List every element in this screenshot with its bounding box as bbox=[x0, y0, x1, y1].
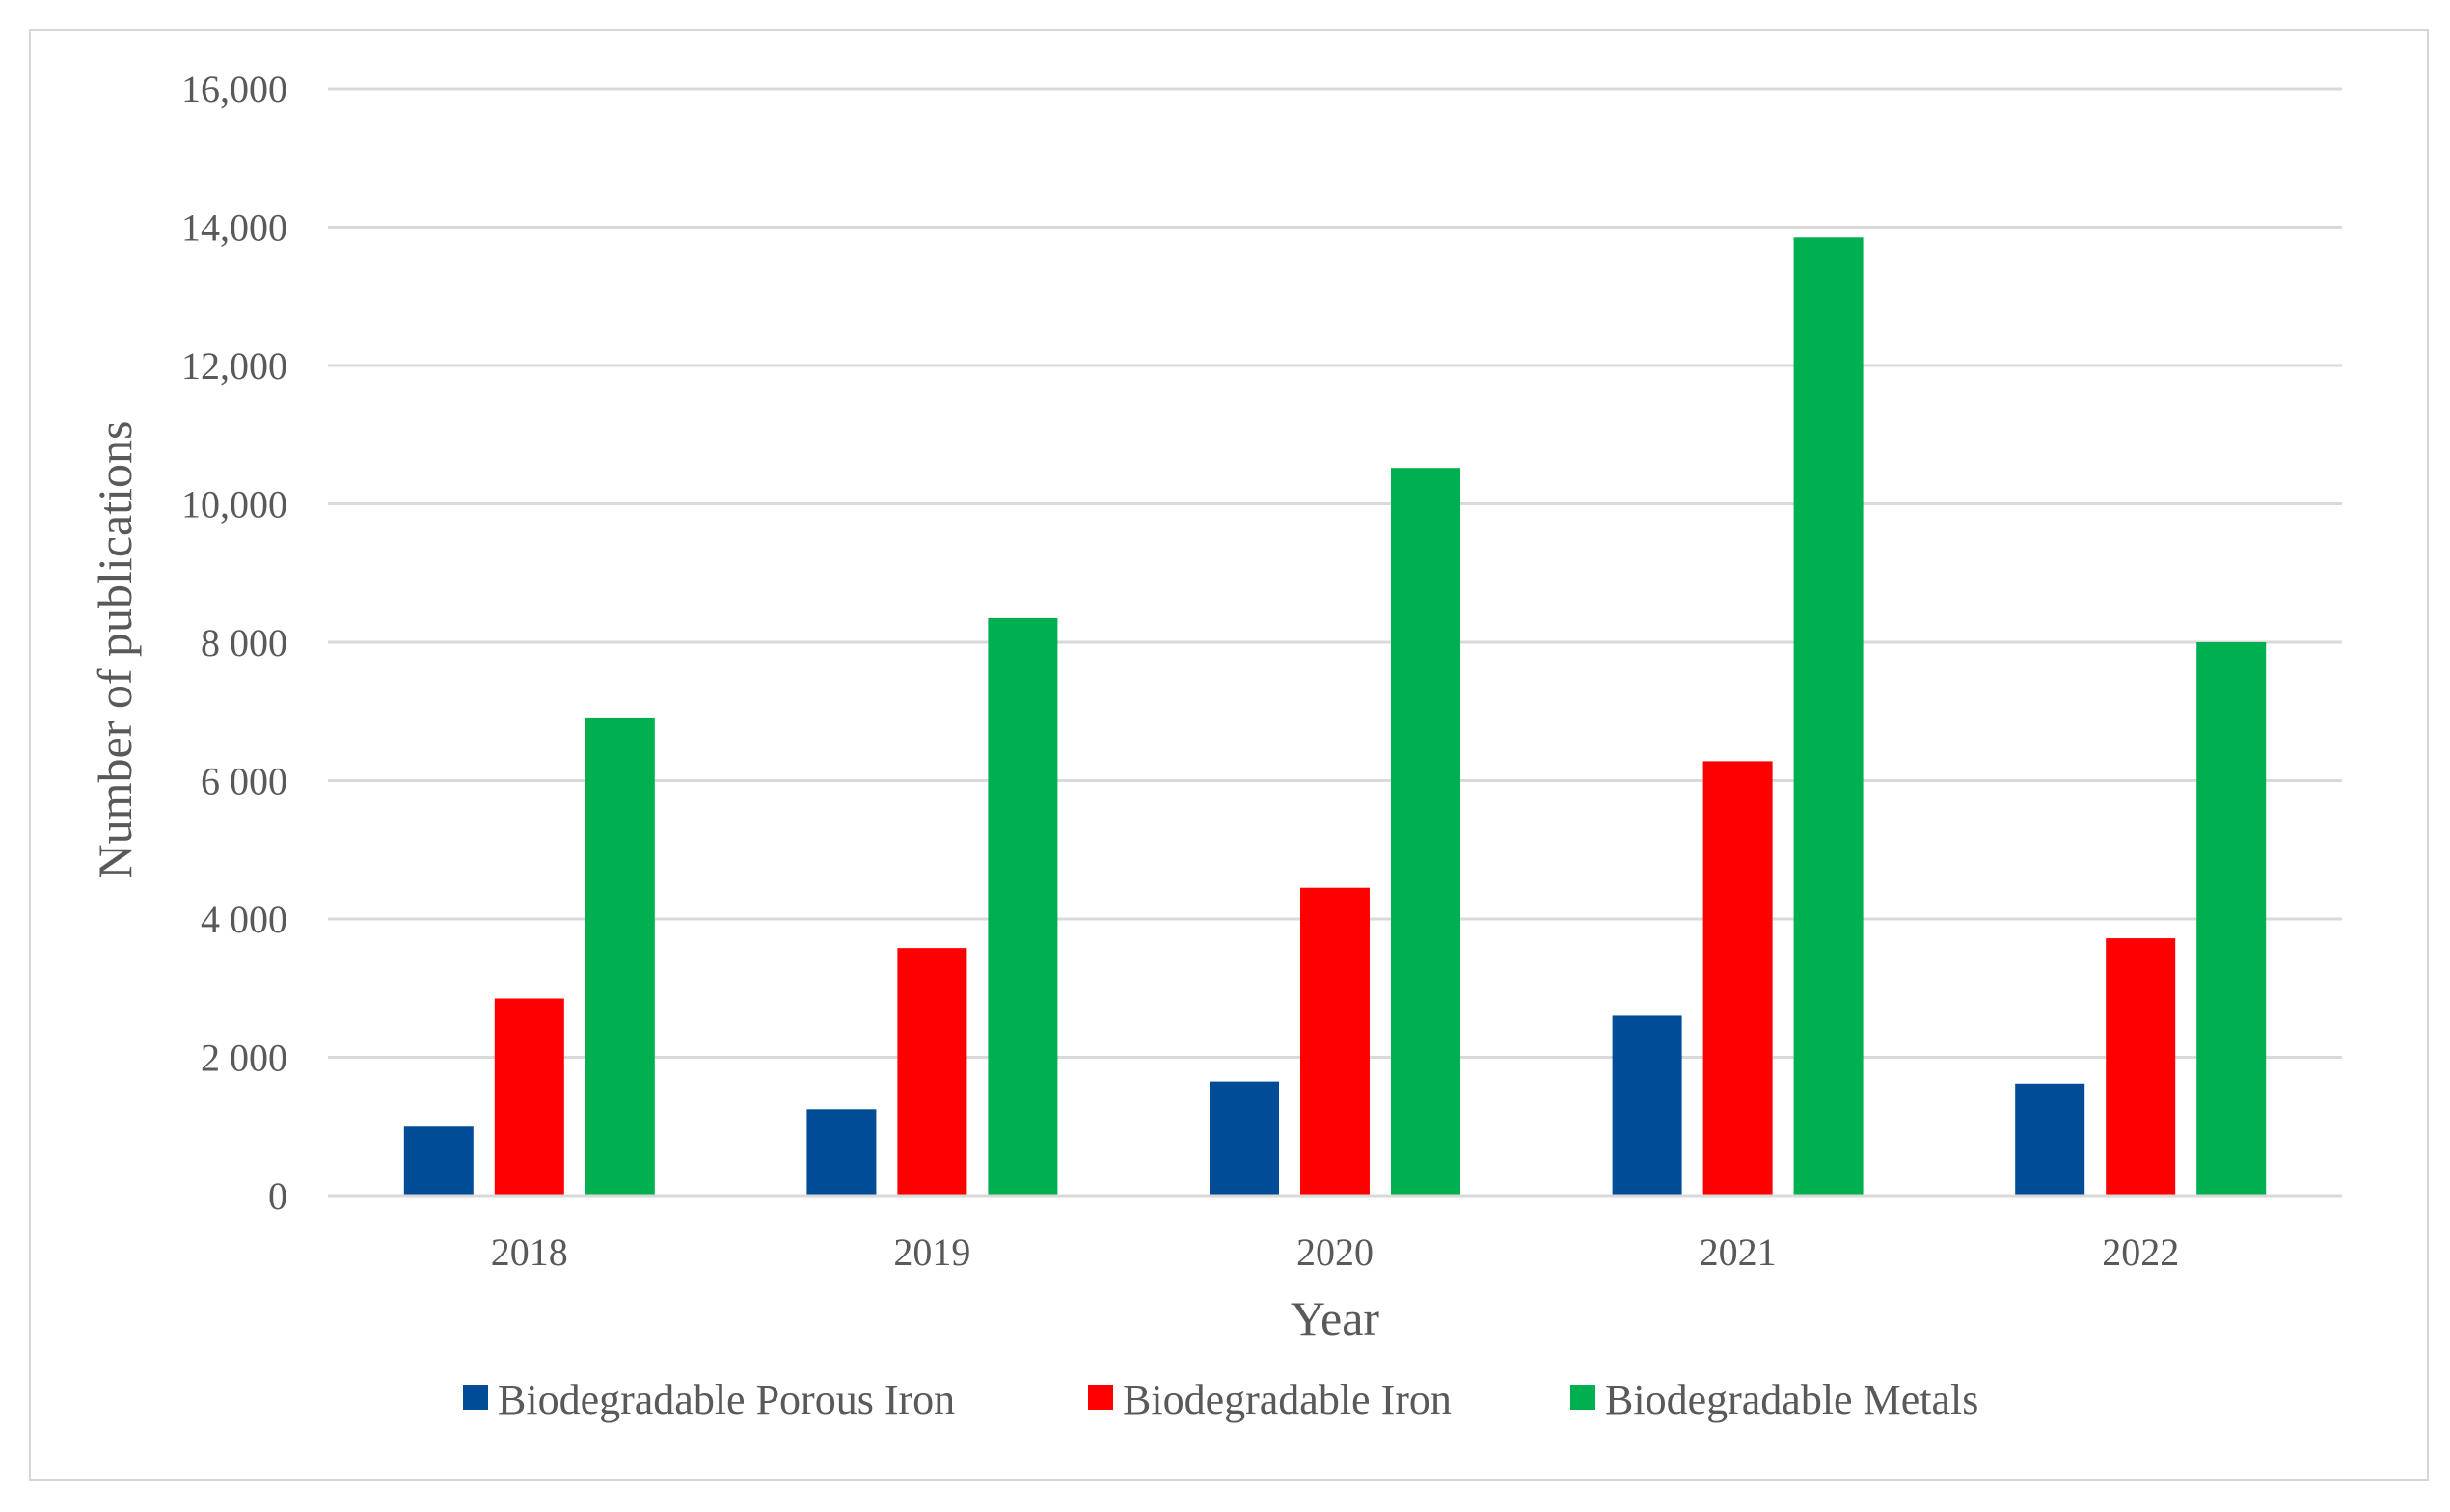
bar-biodegradable-metals-2018 bbox=[585, 717, 655, 1196]
x-tick-label: 2022 bbox=[2102, 1230, 2179, 1274]
y-tick-label: 6 000 bbox=[201, 760, 287, 803]
legend-swatch bbox=[1570, 1385, 1595, 1410]
y-tick-label: 4 000 bbox=[201, 898, 287, 941]
bar-biodegradable-iron-2018 bbox=[494, 998, 564, 1196]
bar-biodegradable-iron-2022 bbox=[2106, 938, 2176, 1196]
y-tick-label: 12,000 bbox=[181, 344, 287, 388]
x-tick-label: 2019 bbox=[893, 1230, 970, 1274]
y-tick-label: 2 000 bbox=[201, 1037, 287, 1080]
bars bbox=[403, 237, 2267, 1196]
bar-biodegradable-iron-2019 bbox=[897, 948, 967, 1196]
y-tick-label: 8 000 bbox=[201, 621, 287, 664]
bar-biodegradable-porous-iron-2022 bbox=[2015, 1083, 2085, 1196]
bar-biodegradable-porous-iron-2019 bbox=[806, 1109, 877, 1196]
bar-biodegradable-porous-iron-2020 bbox=[1210, 1081, 1279, 1196]
legend-swatch bbox=[1088, 1385, 1113, 1410]
y-tick-label: 0 bbox=[268, 1174, 287, 1218]
bar-biodegradable-metals-2021 bbox=[1793, 237, 1864, 1196]
legend-swatch bbox=[463, 1385, 488, 1410]
y-tick-label: 10,000 bbox=[181, 483, 287, 526]
x-tick-label: 2018 bbox=[491, 1230, 568, 1274]
x-tick-label: 2021 bbox=[1700, 1230, 1777, 1274]
x-tick-label: 2020 bbox=[1296, 1230, 1374, 1274]
bar-biodegradable-metals-2019 bbox=[988, 617, 1058, 1196]
legend-label: Biodegradable Iron bbox=[1123, 1376, 1452, 1423]
bar-biodegradable-porous-iron-2021 bbox=[1612, 1015, 1682, 1196]
bar-biodegradable-porous-iron-2018 bbox=[403, 1126, 474, 1196]
legend-label: Biodegradable Porous Iron bbox=[498, 1376, 955, 1423]
bar-biodegradable-metals-2020 bbox=[1391, 468, 1460, 1196]
bar-biodegradable-metals-2022 bbox=[2196, 642, 2267, 1196]
legend: Biodegradable Porous Iron Biodegradable I… bbox=[463, 1376, 1978, 1423]
bar-biodegradable-iron-2020 bbox=[1300, 887, 1370, 1196]
bar-biodegradable-iron-2021 bbox=[1702, 761, 1773, 1196]
legend-label: Biodegradable Metals bbox=[1605, 1376, 1978, 1423]
x-axis-title: Year bbox=[1291, 1291, 1379, 1345]
y-tick-label: 16,000 bbox=[181, 68, 287, 111]
gridlines bbox=[328, 87, 2342, 1059]
y-axis-title: Number of publications bbox=[88, 421, 142, 879]
x-axis-ticks: 2018 2019 2020 2021 2022 bbox=[491, 1230, 2179, 1274]
y-tick-label: 14,000 bbox=[181, 206, 287, 250]
chart-frame bbox=[29, 29, 2429, 1481]
y-axis-ticks: 0 2 000 4 000 6 000 8 000 10,000 12,000 14,000 1… bbox=[181, 68, 287, 1218]
